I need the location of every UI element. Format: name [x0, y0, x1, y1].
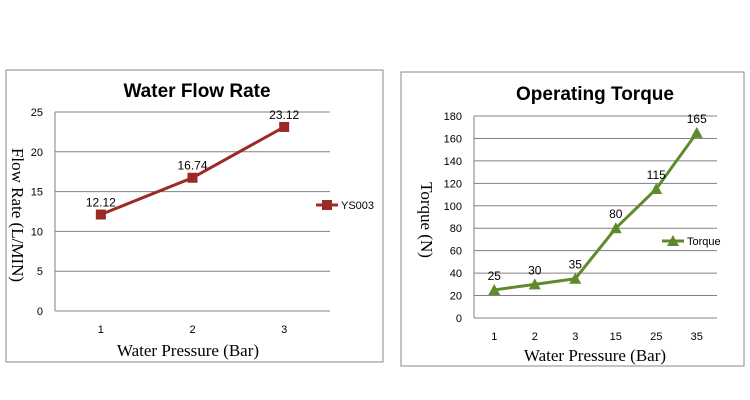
y-tick-label: 15: [31, 187, 43, 199]
flow-x-axis-label: Water Pressure (Bar): [117, 341, 259, 360]
legend-label: Torque: [687, 236, 721, 248]
data-point: [569, 272, 582, 284]
y-tick-label: 0: [456, 313, 462, 325]
x-tick-label: 1: [491, 331, 497, 343]
data-point: [528, 278, 541, 290]
data-label: 16.74: [177, 159, 207, 173]
flow-y-axis-label: Flow Rate (L/MIN): [8, 148, 27, 282]
data-point: [609, 222, 622, 234]
x-tick-label: 2: [532, 331, 538, 343]
x-tick-label: 35: [691, 331, 703, 343]
torque-chart-frame: [400, 71, 745, 367]
data-point: [187, 172, 198, 183]
legend-marker: [667, 235, 679, 246]
y-tick-label: 160: [444, 133, 462, 145]
y-tick-label: 0: [37, 306, 43, 318]
y-tick-label: 20: [450, 291, 462, 303]
y-tick-label: 10: [31, 226, 43, 238]
flow-chart-title: Water Flow Rate: [123, 81, 270, 102]
data-point: [279, 121, 290, 132]
torque-chart-title: Operating Torque: [516, 84, 674, 105]
y-tick-label: 20: [31, 147, 43, 159]
data-label: 115: [647, 168, 666, 182]
torque-chart-plot: 0 20 40 60 80 100 120 140 160 180 1 2 3 15 25 35 25 30 35 8…: [444, 111, 721, 343]
y-tick-label: 120: [444, 178, 462, 190]
data-point: [488, 283, 501, 295]
data-label: 80: [609, 207, 623, 221]
y-tick-label: 25: [31, 107, 43, 119]
x-tick-label: 1: [98, 324, 104, 336]
x-tick-label: 15: [610, 331, 622, 343]
legend-label: YS003: [341, 200, 374, 212]
torque-x-axis-label: Water Pressure (Bar): [524, 346, 666, 365]
legend-marker: [322, 200, 332, 210]
data-label: 30: [528, 263, 542, 277]
series-line: [494, 131, 698, 292]
flow-chart-frame: [5, 69, 384, 363]
data-label: 12.12: [86, 196, 116, 210]
y-tick-label: 180: [444, 111, 462, 123]
data-point: [650, 182, 663, 194]
torque-y-axis-label: Torque (N): [417, 182, 436, 258]
y-tick-label: 40: [450, 268, 462, 280]
x-tick-label: 3: [281, 324, 287, 336]
y-tick-label: 140: [444, 156, 462, 168]
x-tick-label: 2: [189, 324, 195, 336]
flow-chart-plot: 0 5 10 15 20 25 1 2 3 12.12 16.74 23.12 YS003: [31, 107, 374, 336]
x-tick-label: 25: [650, 331, 662, 343]
y-tick-label: 60: [450, 246, 462, 258]
y-tick-label: 80: [450, 223, 462, 235]
data-label: 25: [488, 269, 502, 283]
data-label: 35: [569, 258, 583, 272]
data-label: 165: [687, 112, 707, 126]
y-tick-label: 5: [37, 266, 43, 278]
data-point: [690, 126, 703, 138]
data-label: 23.12: [269, 108, 299, 122]
x-tick-label: 3: [572, 331, 578, 343]
y-tick-label: 100: [444, 201, 462, 213]
data-point: [95, 209, 106, 220]
